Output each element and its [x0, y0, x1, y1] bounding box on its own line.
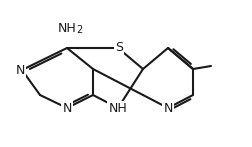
Text: N: N	[15, 64, 25, 76]
Text: 2: 2	[76, 25, 82, 35]
Text: N: N	[163, 102, 172, 116]
Text: S: S	[115, 41, 122, 54]
Text: N: N	[62, 102, 71, 116]
Text: NH: NH	[108, 102, 127, 116]
Text: NH: NH	[57, 22, 76, 35]
